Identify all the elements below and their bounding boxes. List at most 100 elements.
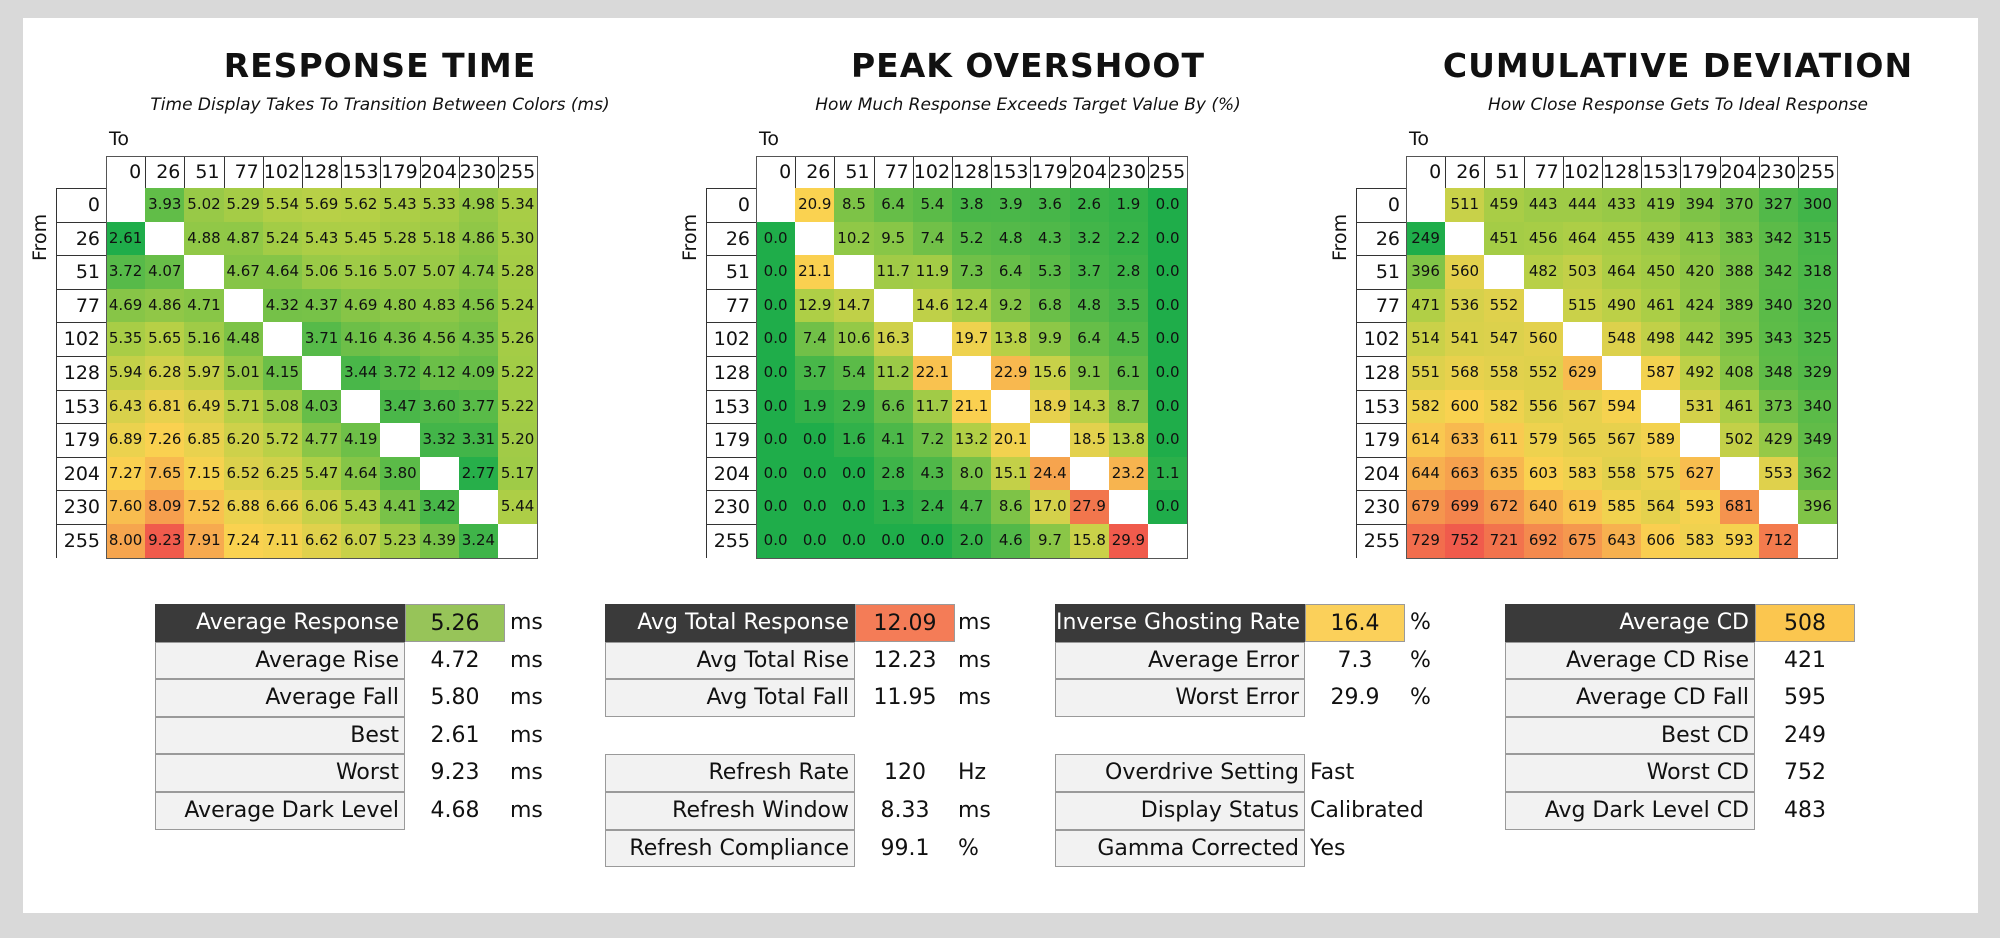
row-header: 77: [706, 288, 756, 323]
heatmap-cell: 5.22: [498, 389, 538, 424]
heatmap-cell: 7.4: [795, 322, 835, 356]
heatmap-cell: 752: [1445, 524, 1485, 558]
heatmap-cell: 503: [1562, 255, 1602, 289]
heatmap-cell: 3.24: [458, 524, 498, 558]
summary-label: Inverse Ghosting Rate: [1055, 604, 1305, 642]
heatmap-cell: 5.34: [498, 188, 538, 222]
summary-label: Average CD Fall: [1505, 679, 1755, 717]
heatmap-cell: [223, 288, 263, 323]
heatmap-cell: 4.64: [262, 255, 302, 289]
heatmap-cell: 0.0: [756, 389, 796, 424]
heatmap-cell: 0.0: [834, 490, 874, 524]
heatmap-cell: 17.0: [1030, 490, 1070, 524]
heatmap-cell: 4.41: [380, 490, 420, 524]
heatmap-cell: 644: [1406, 456, 1446, 491]
heatmap-cell: 4.1: [873, 423, 913, 457]
heatmap-cell: 593: [1719, 524, 1759, 558]
heatmap-cell: 0.0: [795, 490, 835, 524]
heatmap-cell: 5.28: [380, 221, 420, 256]
column-header: 255: [1798, 156, 1838, 189]
row-header: 128: [56, 356, 106, 390]
y-axis-label: From: [29, 213, 51, 261]
column-header: 51: [1484, 156, 1524, 189]
heatmap-cell: 20.9: [795, 188, 835, 222]
heatmap-cell: 6.6: [873, 389, 913, 424]
summary-label: Avg Total Fall: [605, 679, 855, 717]
heatmap-cell: 383: [1719, 221, 1759, 256]
heatmap-cell: 19.7: [952, 322, 992, 356]
heatmap-cell: 5.26: [498, 322, 538, 356]
heatmap-cell: 0.0: [756, 221, 796, 256]
heatmap-cell: 3.80: [380, 456, 420, 491]
heatmap-cell: 0.0: [912, 524, 952, 558]
heatmap-cell: 29.9: [1108, 524, 1148, 558]
heatmap-cell: 6.20: [223, 423, 263, 457]
heatmap-cell: 482: [1523, 255, 1563, 289]
heatmap-cell: 459: [1484, 188, 1524, 222]
heatmap-cell: [1148, 524, 1188, 558]
heatmap-cell: 362: [1798, 456, 1838, 491]
heatmap-cell: 583: [1680, 524, 1720, 558]
heatmap-cell: 712: [1758, 524, 1798, 558]
summary-label: Average Response: [155, 604, 405, 642]
heatmap-cell: 7.24: [223, 524, 263, 558]
summary-unit: ms: [958, 685, 991, 711]
heatmap-cell: 3.5: [1108, 288, 1148, 323]
row-header: 102: [1356, 322, 1406, 356]
summary-value: 9.23: [430, 760, 480, 786]
heatmap-cell: 5.16: [184, 322, 224, 356]
heatmap-cell: 3.9: [991, 188, 1031, 222]
heatmap-cell: 558: [1484, 356, 1524, 390]
heatmap-cell: 8.00: [106, 524, 146, 558]
heatmap-cell: 6.8: [1030, 288, 1070, 323]
heatmap-cell: 4.98: [458, 188, 498, 222]
heatmap-cell: 419: [1641, 188, 1681, 222]
heatmap-cell: 9.1: [1069, 356, 1109, 390]
summary-value: 4.72: [430, 647, 480, 673]
heatmap-cell: [1798, 524, 1838, 558]
heatmap-cell: 7.11: [262, 524, 302, 558]
heatmap-cell: 9.5: [873, 221, 913, 256]
column-header: 179: [380, 156, 420, 189]
row-header: 0: [1356, 188, 1406, 222]
heatmap-cell: 564: [1641, 490, 1681, 524]
heatmap-cell: 553: [1758, 456, 1798, 491]
heatmap-cell: 395: [1719, 322, 1759, 356]
row-header: 26: [56, 221, 106, 256]
heatmap-cell: 12.9: [795, 288, 835, 323]
heatmap-cell: 7.2: [912, 423, 952, 457]
column-header: 102: [1562, 156, 1602, 189]
heatmap-cell: 582: [1406, 389, 1446, 424]
heatmap-cell: 9.9: [1030, 322, 1070, 356]
summary-label: Worst CD: [1505, 754, 1755, 792]
heatmap-cell: 4.69: [341, 288, 381, 323]
heatmap-cell: 456: [1523, 221, 1563, 256]
column-header: 179: [1030, 156, 1070, 189]
heatmap-cell: 5.4: [912, 188, 952, 222]
heatmap-cell: 14.3: [1069, 389, 1109, 424]
heatmap-cell: 4.80: [380, 288, 420, 323]
heatmap-cell: 600: [1445, 389, 1485, 424]
heatmap-cell: [795, 221, 835, 256]
heatmap-cell: 471: [1406, 288, 1446, 323]
heatmap-cell: 12.4: [952, 288, 992, 323]
heatmap-cell: 675: [1562, 524, 1602, 558]
summary-unit: ms: [510, 685, 543, 711]
heatmap-cell: 594: [1602, 389, 1642, 424]
heatmap-cell: 5.06: [302, 255, 342, 289]
row-header: 26: [1356, 221, 1406, 256]
heatmap-cell: 6.4: [1069, 322, 1109, 356]
heatmap-cell: 22.1: [912, 356, 952, 390]
heatmap-cell: 568: [1445, 356, 1485, 390]
heatmap-cell: 492: [1680, 356, 1720, 390]
heatmap-cell: [1108, 490, 1148, 524]
heatmap-cell: 2.2: [1108, 221, 1148, 256]
summary-label: Average Error: [1055, 641, 1305, 680]
heatmap-cell: 461: [1719, 389, 1759, 424]
heatmap-cell: 7.26: [145, 423, 185, 457]
heatmap-cell: 4.03: [302, 389, 342, 424]
heatmap-cell: 0.0: [795, 456, 835, 491]
summary-label: Avg Total Rise: [605, 641, 855, 680]
heatmap-cell: 5.97: [184, 356, 224, 390]
heatmap-cell: 7.15: [184, 456, 224, 491]
